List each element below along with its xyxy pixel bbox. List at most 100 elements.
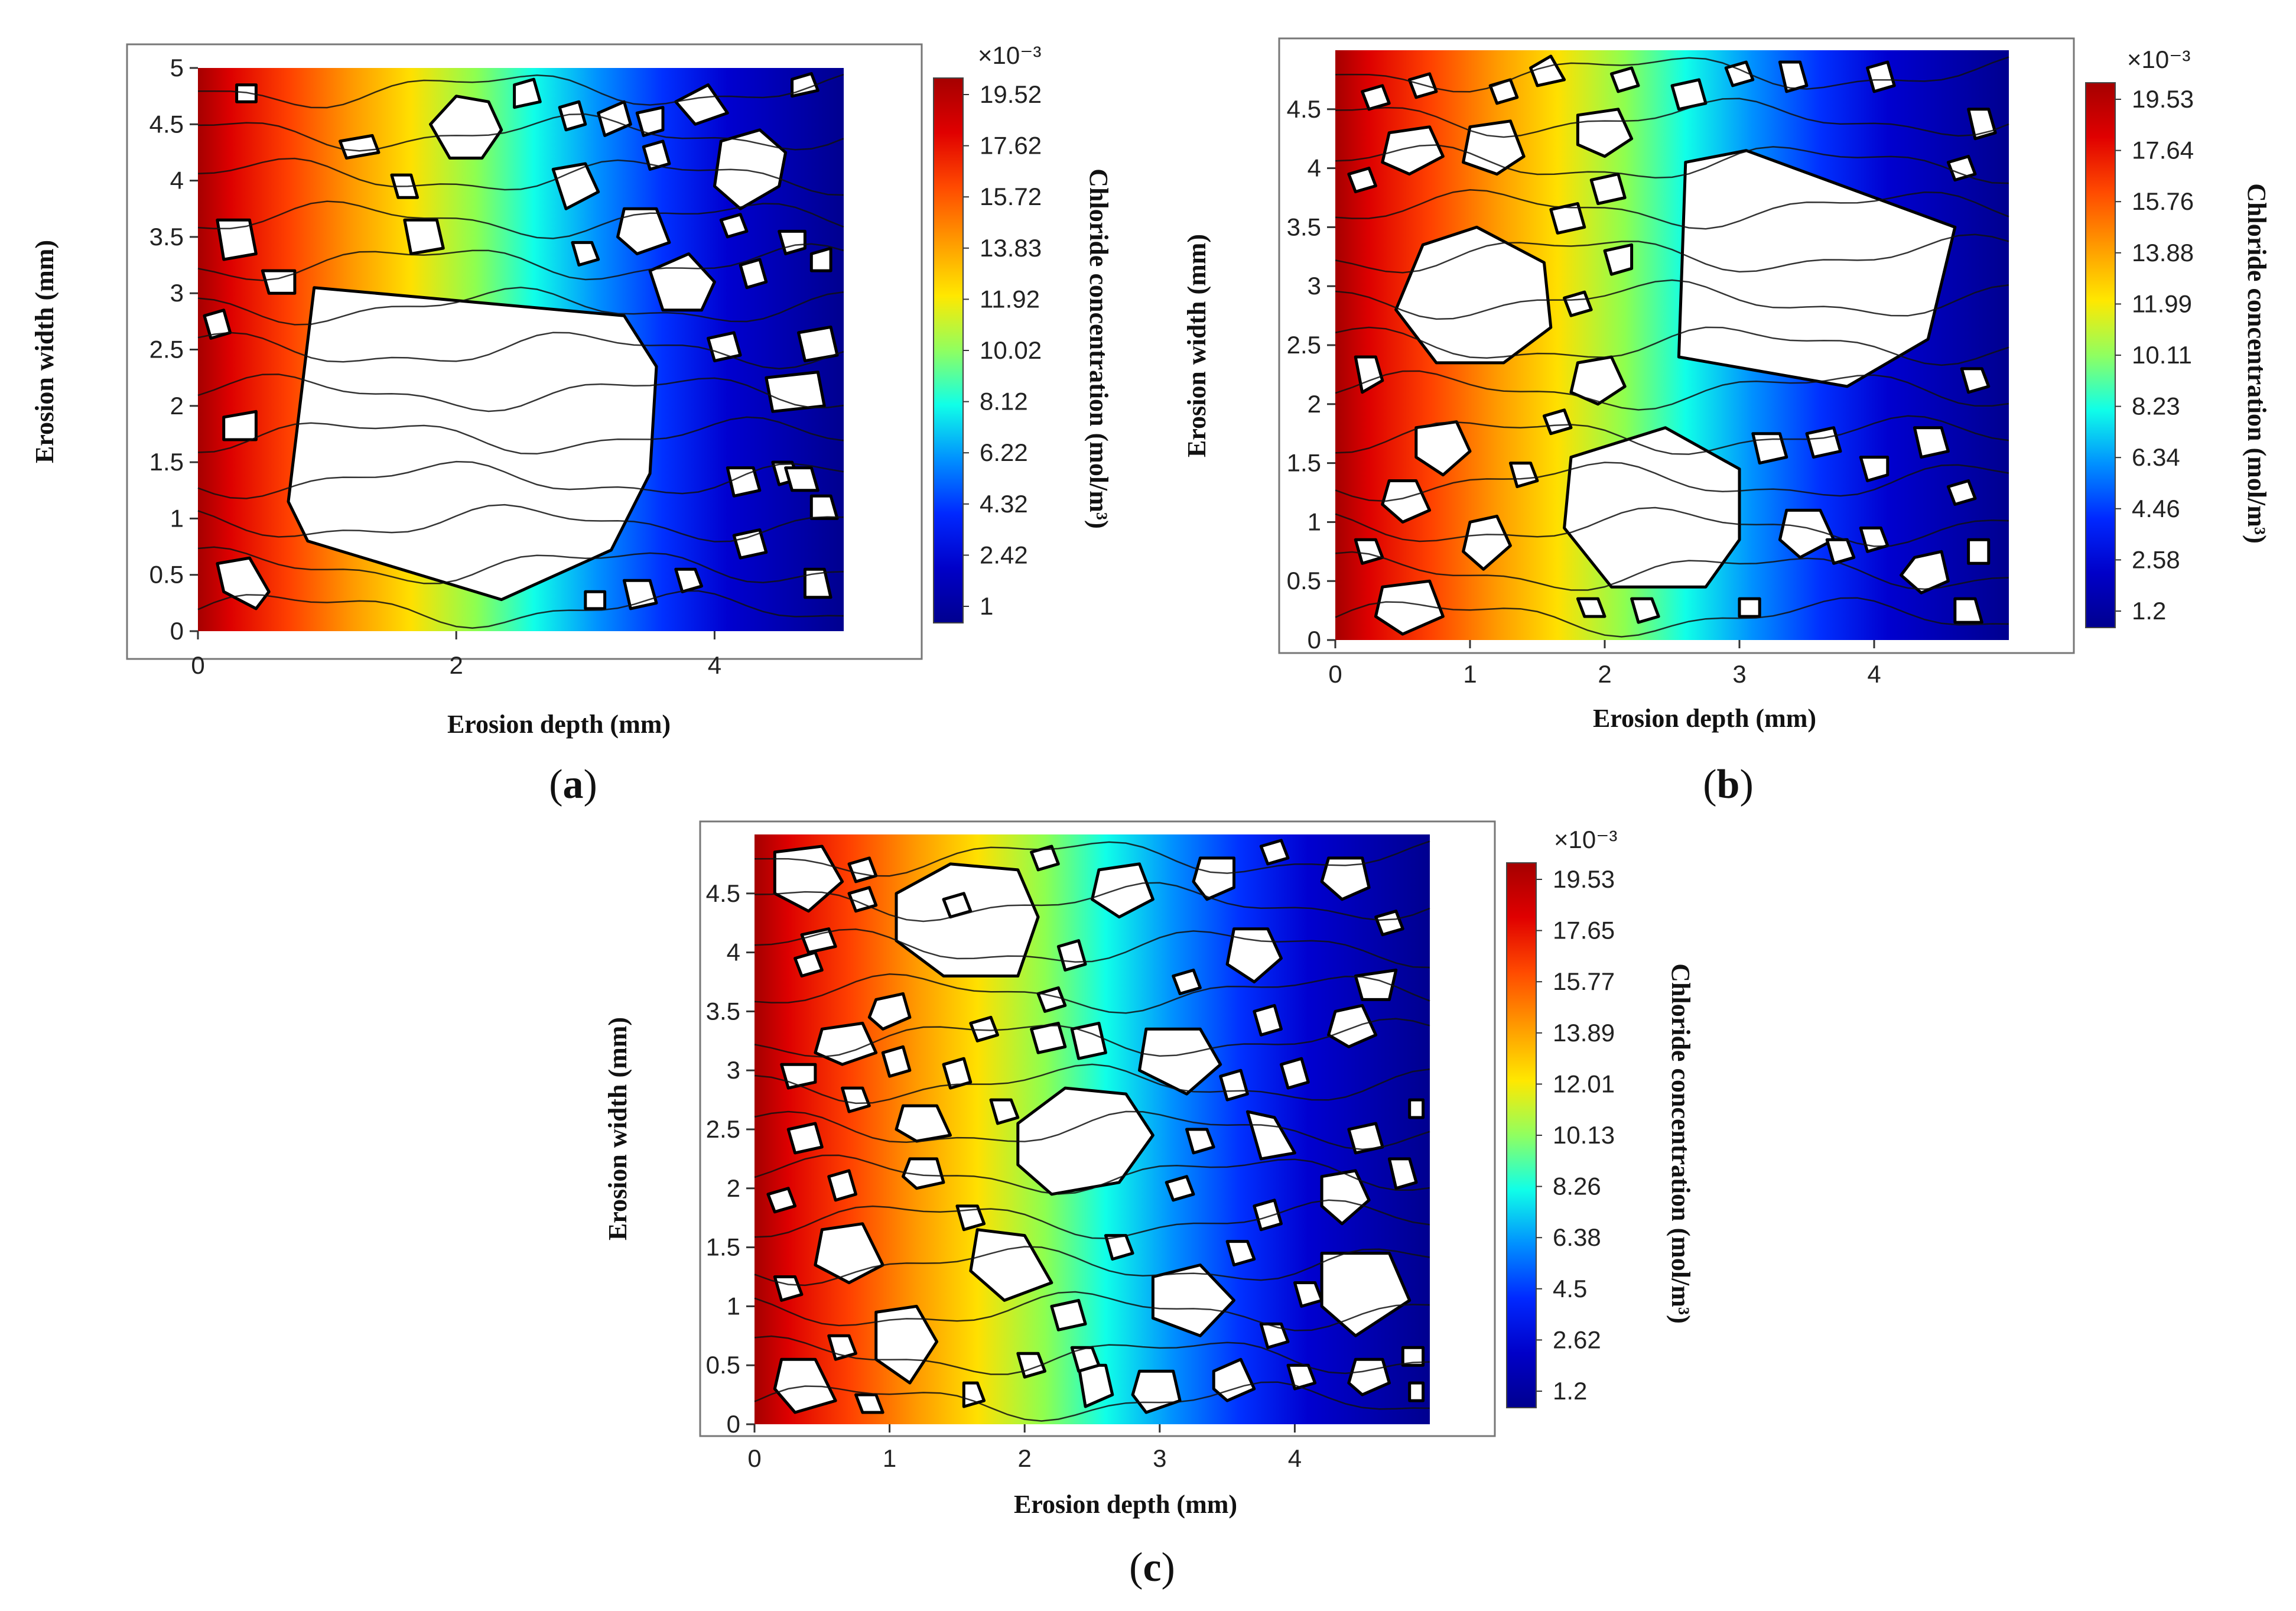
streamline [1335, 279, 2009, 320]
aggregate-particle [1576, 597, 1606, 618]
y-tick-label: 3.5 [706, 997, 740, 1025]
axes-frame [126, 43, 923, 660]
colorbar-tick-label: 11.92 [980, 285, 1040, 313]
aggregate-particle [1259, 1322, 1290, 1349]
y-tick-label: 1 [727, 1292, 740, 1320]
streamline [197, 373, 844, 413]
y-tick-label: 3.5 [149, 223, 184, 251]
aggregate-particle [847, 856, 878, 884]
aggregate-particle [674, 83, 729, 126]
colorbar-tick-label: 8.23 [2132, 392, 2180, 420]
streamline [1335, 415, 2009, 455]
colorbar-tick-label: 15.77 [1553, 967, 1615, 995]
streamline [754, 1154, 1430, 1195]
aggregate-particle [793, 951, 824, 977]
y-tick-label: 1 [170, 504, 184, 532]
aggregate-particle [1070, 1021, 1107, 1060]
aggregate-particle [1280, 1057, 1310, 1090]
aggregate-particle [773, 845, 844, 913]
colorbar-ticks: 19.53 17.64 15.76 13.88 11.99 10.11 8.23 6.34 4.… [2115, 85, 2194, 625]
aggregate-particle [1603, 243, 1634, 276]
x-tick-label: 0 [1328, 660, 1342, 688]
panel-letter: a [563, 762, 584, 807]
aggregate-particle [1394, 225, 1553, 365]
aggregate-particle [1724, 60, 1755, 87]
colorbar-exponent: ×10⁻³ [978, 41, 1041, 69]
x-ticks: 0 2 4 [191, 631, 721, 679]
streamline [754, 840, 1430, 877]
streamline [197, 416, 844, 455]
panel-label-c: (c) [1129, 1545, 1175, 1590]
x-tick-label: 1 [1463, 660, 1477, 688]
x-tick-label: 3 [1153, 1444, 1166, 1472]
aggregate-particle [942, 892, 973, 919]
aggregate-particle [1165, 1175, 1195, 1202]
y-tick-label: 0.5 [706, 1351, 740, 1379]
colorbar-tick-label: 17.62 [980, 132, 1042, 160]
colorbar-tick-label: 6.38 [1553, 1223, 1601, 1251]
aggregate-particle [1185, 1128, 1215, 1155]
streamline [1335, 370, 2009, 411]
x-ticks: 0 1 2 3 4 [1328, 640, 1881, 688]
y-tick-label: 4.5 [149, 110, 184, 138]
aggregates-layer [203, 72, 839, 610]
aggregate-particle [584, 590, 607, 610]
streamlines-layer [197, 73, 844, 629]
aggregate-particle [1212, 1357, 1256, 1402]
aggregate-particle [1374, 579, 1445, 636]
colorbar-title: Chloride concentration (mol/m³) [1666, 963, 1695, 1324]
colorbar-tick-label: 4.46 [2132, 495, 2180, 522]
aggregate-particle [814, 1021, 878, 1066]
x-tick-label: 4 [708, 651, 721, 679]
aggregate-particle [809, 494, 839, 520]
colorbar-title: Chloride concentration (mol/m³) [2242, 183, 2271, 544]
axes-frame [699, 820, 1496, 1437]
aggregate-particle [867, 992, 912, 1031]
colorbar-tick-label: 4.32 [980, 490, 1028, 518]
aggregate-particle [1253, 1198, 1283, 1232]
aggregate-particle [1381, 125, 1445, 176]
colorbar-tick-label: 15.76 [2132, 187, 2194, 215]
y-ticks: 0 0.5 1 1.5 2 2.5 3 3.5 4 4.5 [706, 879, 755, 1438]
streamline [197, 332, 844, 370]
colorbar: ×10⁻³ 19.53 17.64 15.76 13.88 11.99 10.11 8.23… [2085, 46, 2271, 628]
aggregate-particle [766, 1187, 797, 1214]
colorbar-gradient [933, 77, 964, 623]
aggregate-particle [1407, 72, 1438, 99]
colorbar-tick-label: 17.65 [1553, 917, 1615, 944]
streamline [197, 157, 844, 196]
streamline [1335, 144, 2009, 184]
aggregate-particle [739, 258, 768, 290]
aggregate-particle [854, 1393, 884, 1414]
aggregate-particle [1549, 202, 1586, 235]
colorbar-tick-label: 17.64 [2132, 137, 2194, 164]
aggregate-particle [1778, 508, 1836, 559]
colorbar-gradient [1506, 862, 1537, 1408]
aggregate-particle [1192, 856, 1235, 901]
aggregate-particle [989, 1098, 1020, 1125]
streamline [197, 113, 844, 152]
x-tick-label: 1 [883, 1444, 896, 1472]
aggregate-particle [1805, 426, 1842, 459]
colorbar-ticks: 19.53 17.65 15.77 13.89 12.01 10.13 8.26 6.38 4.… [1536, 865, 1615, 1405]
y-tick-label: 0 [170, 617, 184, 645]
x-ticks: 0 1 2 3 4 [747, 1424, 1302, 1472]
streamline [754, 1110, 1430, 1151]
x-tick-label: 0 [747, 1444, 761, 1472]
colorbar-tick-label: 10.02 [980, 336, 1042, 364]
streamline [754, 1063, 1430, 1105]
aggregate-particle [1050, 1298, 1087, 1331]
streamline [1335, 551, 2009, 591]
aggregate-particle [1030, 845, 1060, 872]
aggregate-particle [962, 1381, 986, 1408]
aggregate-particle [814, 1222, 884, 1284]
streamline [1335, 462, 2009, 502]
aggregate-particle [1016, 1086, 1154, 1196]
streamline [754, 1335, 1430, 1375]
x-tick-label: 3 [1732, 660, 1746, 688]
streamline [754, 973, 1430, 1014]
aggregate-particle [403, 218, 445, 255]
panel-label-a: (a) [549, 762, 597, 807]
aggregate-particle [1408, 1381, 1425, 1402]
aggregate-particle [1259, 839, 1290, 866]
